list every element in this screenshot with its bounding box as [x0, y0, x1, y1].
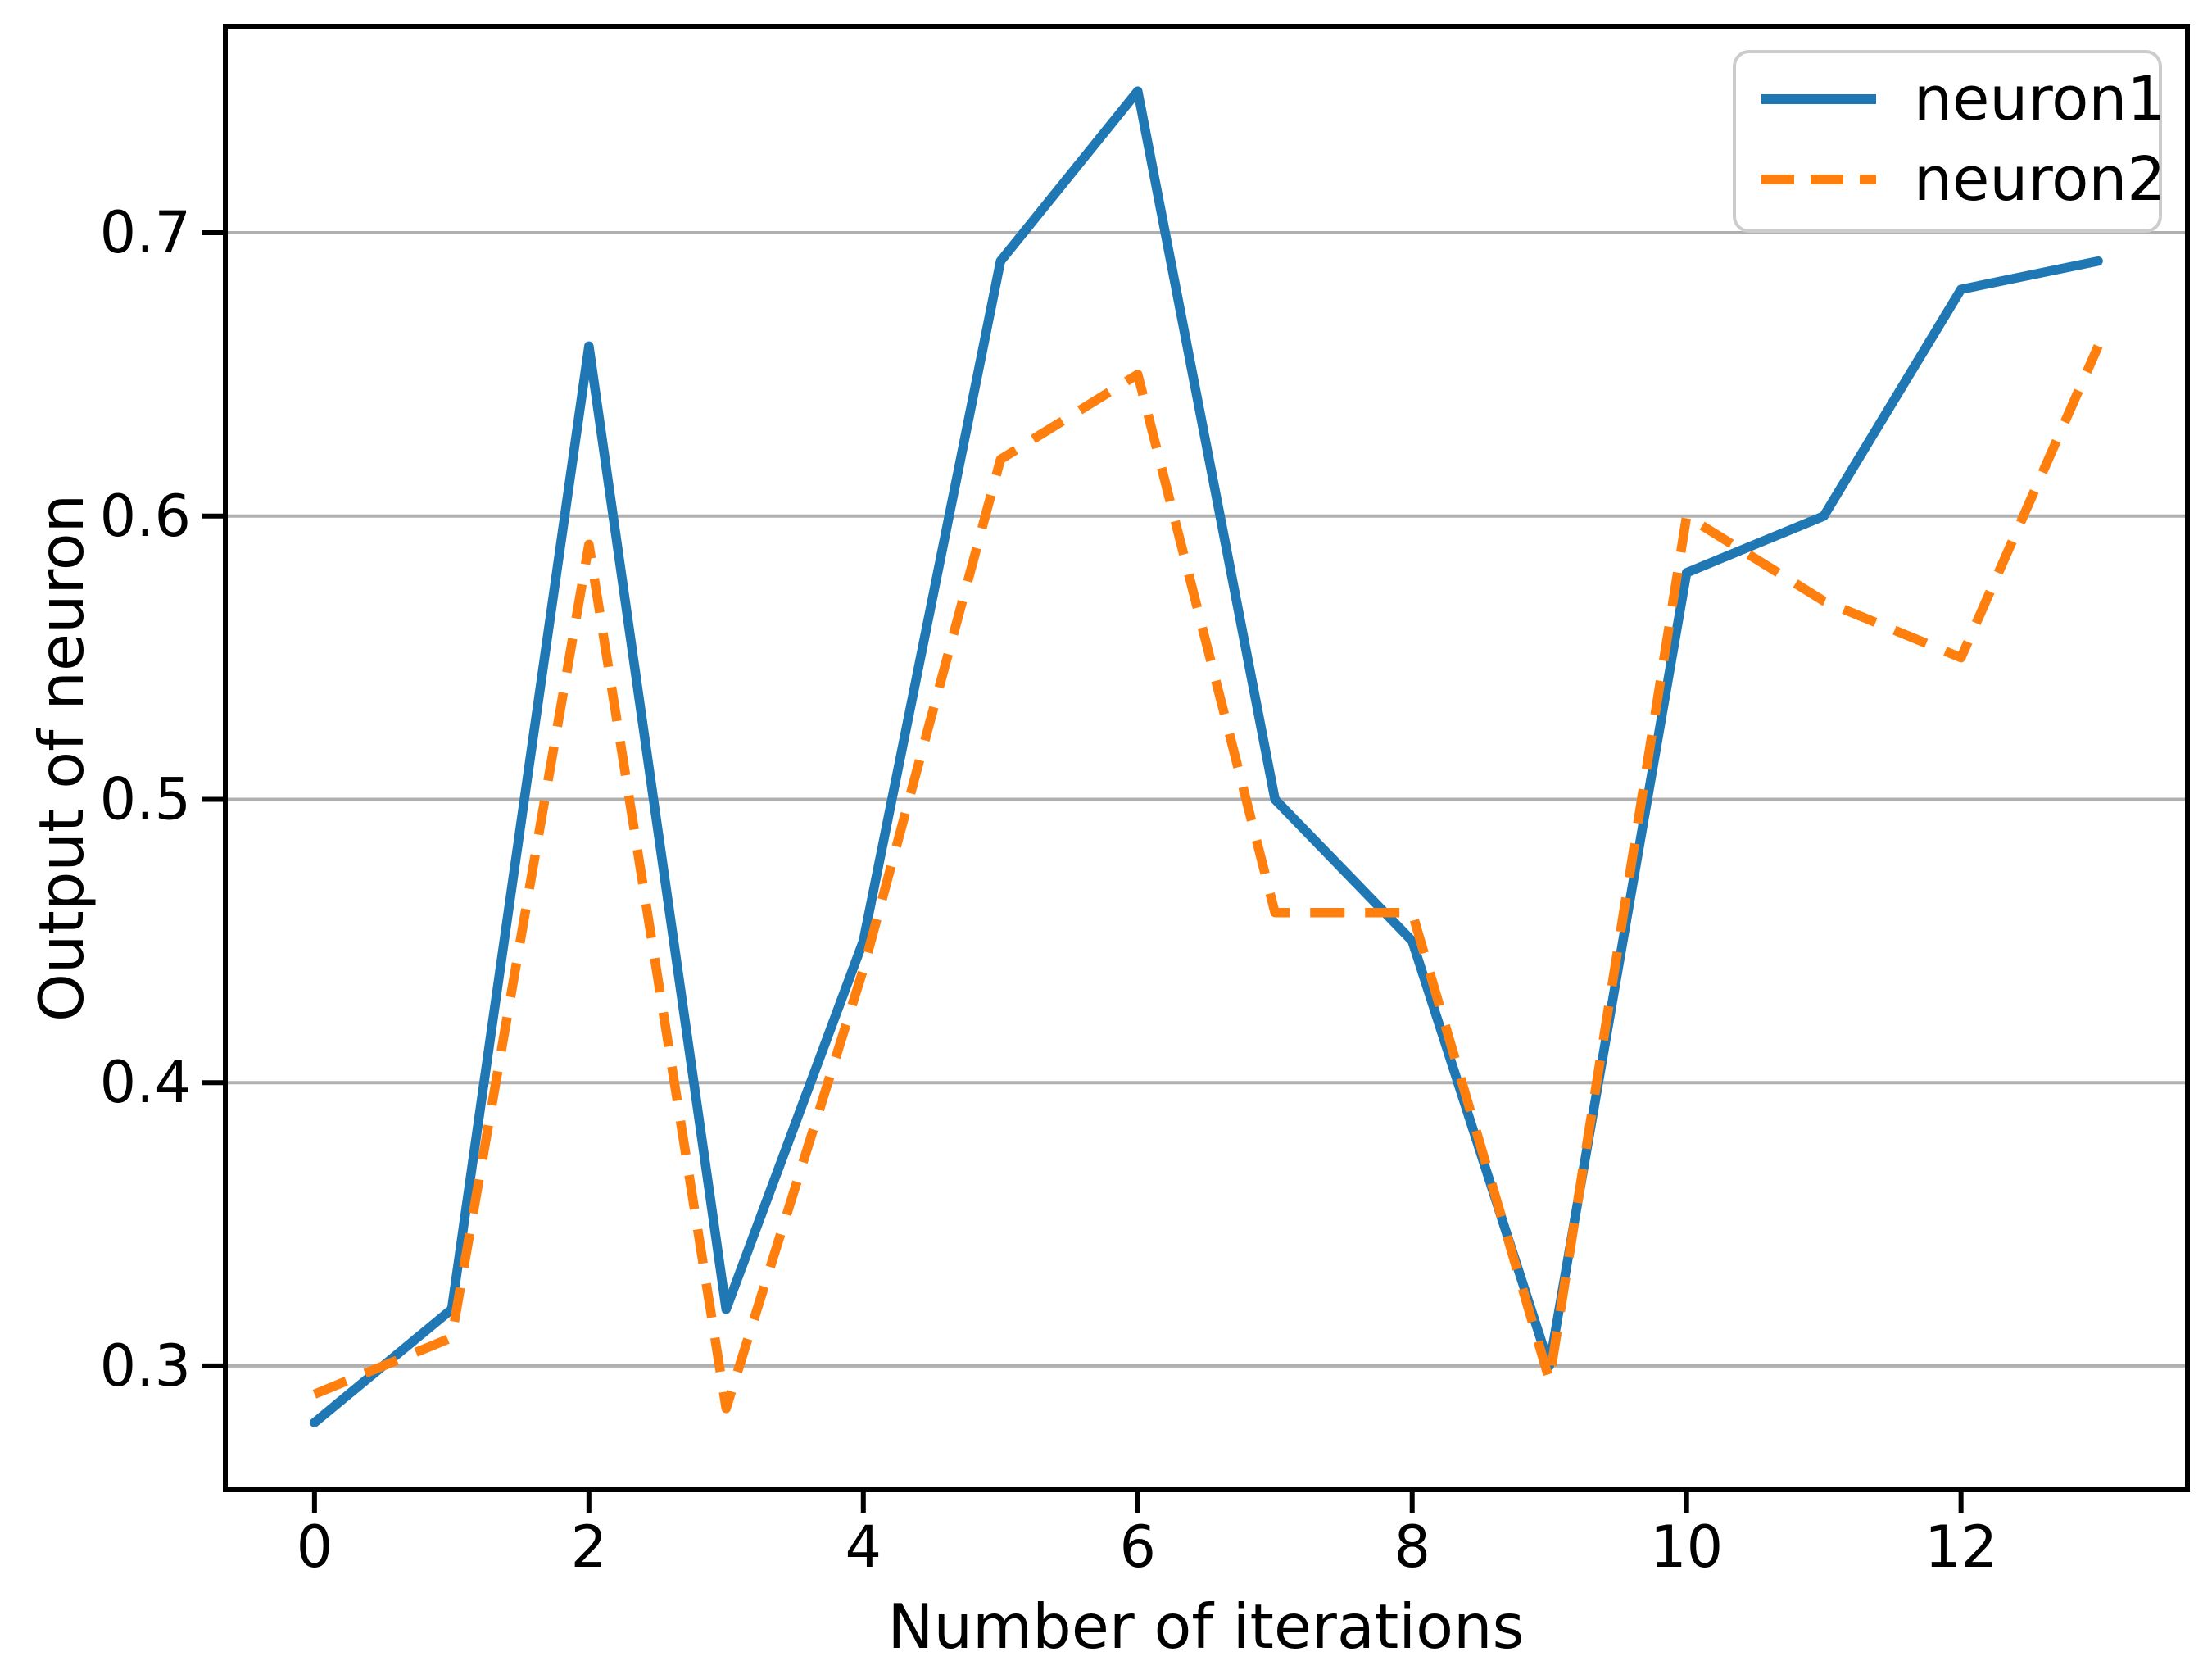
y-axis-ticks: 0.3 0.4 0.5 0.6 0.7: [100, 199, 225, 1400]
x-tick-label: 10: [1650, 1513, 1723, 1581]
data-series: [310, 86, 2103, 1427]
series-line-neuron1: [310, 86, 2103, 1427]
legend: neuron1 neuron2: [1733, 50, 2165, 233]
y-tick-label: 0.4: [100, 1049, 191, 1116]
x-tick-label: 6: [1119, 1513, 1156, 1581]
y-tick-label: 0.5: [100, 765, 191, 833]
y-axis-label: Output of neuron: [25, 494, 97, 1022]
x-axis-ticks: 0 2 4 6 8 10 12: [297, 1490, 1997, 1581]
legend-label-neuron2: neuron2: [1914, 144, 2165, 215]
legend-label-neuron1: neuron1: [1914, 64, 2165, 134]
series-line-neuron2: [312, 344, 2103, 1414]
x-tick-label: 8: [1394, 1513, 1430, 1581]
y-tick-label: 0.3: [100, 1332, 191, 1400]
x-tick-label: 0: [297, 1513, 333, 1581]
gridlines: [225, 231, 2187, 1368]
y-tick-label: 0.7: [100, 199, 191, 266]
x-tick-label: 4: [845, 1513, 882, 1581]
x-tick-label: 12: [1924, 1513, 1997, 1581]
plot-border: [223, 24, 2190, 1492]
y-tick-label: 0.6: [100, 483, 191, 550]
x-tick-label: 2: [571, 1513, 608, 1581]
x-axis-label: Number of iterations: [887, 1591, 1524, 1663]
